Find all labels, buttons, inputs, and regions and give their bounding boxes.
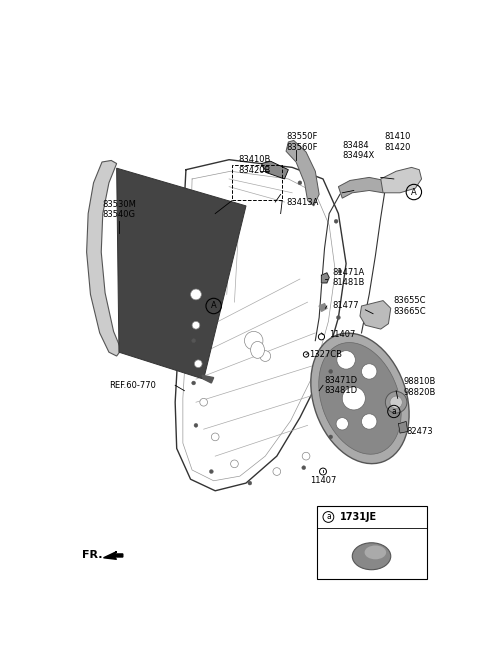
Circle shape [336,418,348,430]
Text: 83410B
83420B: 83410B 83420B [238,155,271,175]
Ellipse shape [385,392,407,413]
Circle shape [361,414,377,429]
Polygon shape [86,160,121,356]
Polygon shape [381,168,421,193]
Circle shape [342,387,365,410]
Polygon shape [338,177,388,198]
Text: 83471D
83481D: 83471D 83481D [324,376,358,395]
Text: 82473: 82473 [406,427,433,436]
Ellipse shape [251,342,264,358]
Text: FR.: FR. [82,550,103,560]
Polygon shape [319,304,327,311]
Ellipse shape [365,545,386,559]
Text: 81477: 81477 [332,302,359,311]
Bar [317,506,427,579]
Circle shape [298,181,302,185]
Circle shape [209,470,213,474]
Polygon shape [360,301,391,329]
Text: 98810B
98820B: 98810B 98820B [404,377,436,397]
Circle shape [329,435,333,439]
Text: REF.60-770: REF.60-770 [109,381,156,390]
Text: 83530M
83540G: 83530M 83540G [102,200,136,219]
Circle shape [192,321,200,329]
Text: A: A [211,302,216,311]
Bar [232,165,282,200]
Text: A: A [411,187,417,196]
Circle shape [302,452,310,460]
Ellipse shape [390,396,402,409]
Circle shape [194,423,198,427]
Text: a: a [392,407,396,416]
Text: 83413A: 83413A [286,198,318,206]
Circle shape [244,331,263,350]
Polygon shape [117,168,246,379]
Text: 11407: 11407 [310,476,336,486]
Polygon shape [262,161,288,179]
Circle shape [338,269,342,273]
Circle shape [334,219,338,223]
Circle shape [302,466,306,470]
Polygon shape [398,422,408,433]
Text: 83655C
83665C: 83655C 83665C [394,296,426,316]
Text: 1327CB: 1327CB [309,350,342,359]
Circle shape [191,289,201,300]
Circle shape [211,433,219,441]
Circle shape [200,398,207,406]
Polygon shape [286,141,319,206]
Circle shape [361,364,377,379]
Circle shape [318,334,324,340]
Circle shape [192,339,195,342]
Text: 11407: 11407 [329,330,356,339]
Polygon shape [322,273,329,283]
Circle shape [337,351,355,369]
Text: 1731JE: 1731JE [340,512,377,522]
Circle shape [336,315,340,319]
Text: 83484
83494X: 83484 83494X [342,141,374,160]
Ellipse shape [311,333,409,464]
Text: 81471A
81481B: 81471A 81481B [332,268,365,287]
Circle shape [320,468,326,475]
Circle shape [194,360,202,367]
Circle shape [329,369,333,373]
Polygon shape [104,552,123,559]
Circle shape [303,351,309,357]
Text: 83550F
83560F: 83550F 83560F [287,132,318,152]
Ellipse shape [352,543,391,570]
Circle shape [260,351,271,361]
Circle shape [230,460,238,468]
Circle shape [248,481,252,485]
Text: a: a [326,512,331,522]
Text: 81410
81420: 81410 81420 [384,132,411,152]
Polygon shape [202,375,214,383]
Circle shape [273,468,281,476]
Circle shape [192,381,195,385]
Ellipse shape [319,342,401,454]
